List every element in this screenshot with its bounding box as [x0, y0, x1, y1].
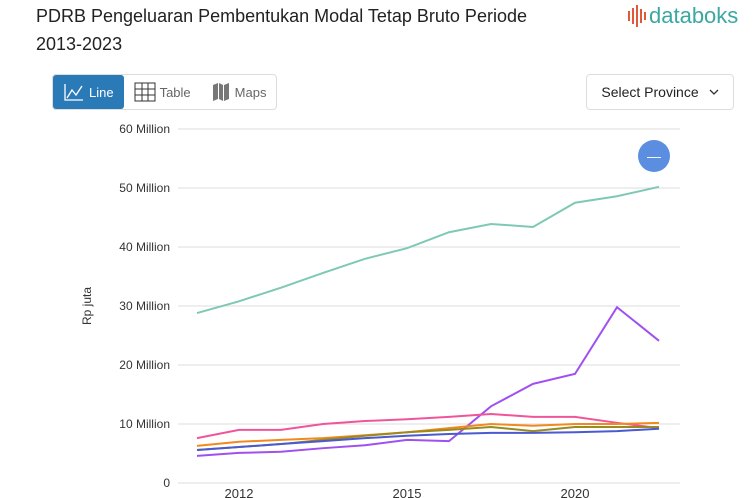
tab-line-label: Line [89, 84, 114, 100]
y-tick-label: 30 Million [119, 299, 170, 313]
y-tick-label: 60 Million [119, 122, 170, 136]
logo-text: databoks [649, 3, 739, 28]
chart-title: PDRB Pengeluaran Pembentukan Modal Tetap… [36, 6, 527, 54]
y-tick-label: 0 [163, 476, 170, 490]
x-tick-label: 2015 [393, 486, 422, 498]
series-line-2 [196, 412, 660, 440]
databoks-logo: databoks [628, 3, 738, 29]
province-select[interactable]: Select Province [586, 74, 734, 110]
minus-button[interactable]: — [638, 140, 670, 172]
chevron-down-icon [709, 89, 719, 95]
tab-line[interactable]: Line [53, 75, 124, 109]
line-chart-icon [64, 84, 83, 101]
tab-maps-label: Maps [234, 84, 267, 100]
logo-bars-icon [628, 5, 646, 27]
tab-table[interactable]: Table [124, 75, 201, 109]
y-tick-label: 10 Million [119, 417, 170, 431]
tab-table-label: Table [159, 84, 191, 100]
series-line-0 [196, 185, 660, 315]
y-tick-label: 20 Million [119, 358, 170, 372]
y-axis-label: Rp juta [80, 287, 94, 325]
x-tick-label: 2012 [225, 486, 254, 498]
x-tick-label: 2020 [561, 486, 590, 498]
minus-icon: — [647, 148, 661, 164]
view-tabs: Line Table Maps [52, 74, 278, 110]
series-line-5 [196, 427, 660, 451]
table-grid-icon [134, 82, 156, 102]
map-icon [212, 83, 229, 101]
province-select-label: Select Province [601, 84, 699, 100]
y-tick-label: 40 Million [119, 240, 170, 254]
tab-maps[interactable]: Maps [201, 75, 277, 109]
series-line-1 [196, 305, 660, 457]
y-tick-label: 50 Million [119, 181, 170, 195]
